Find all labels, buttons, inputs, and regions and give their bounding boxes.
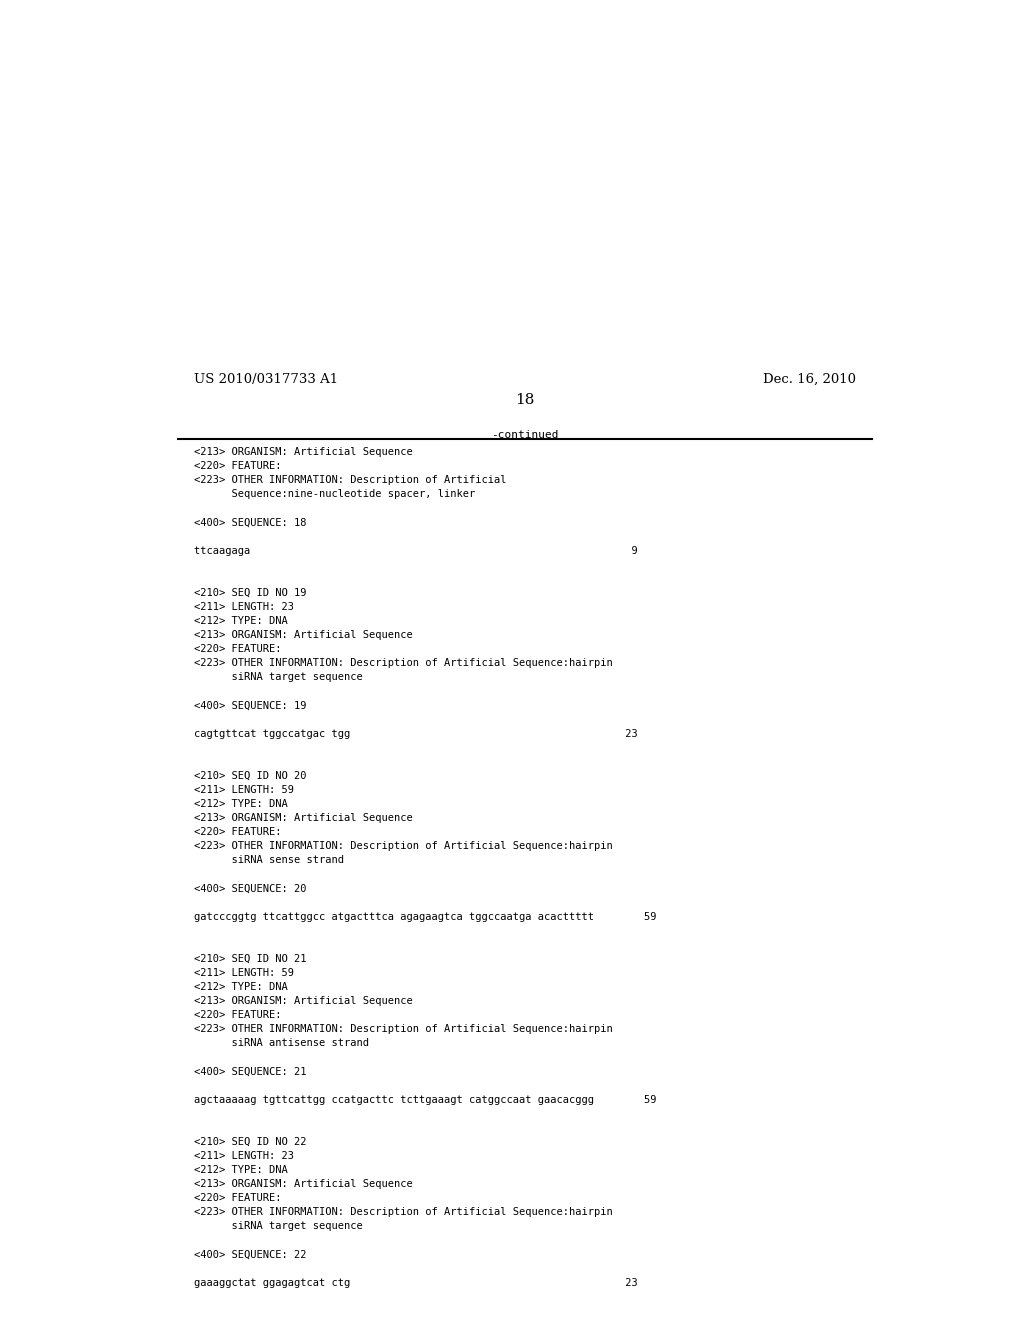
Text: <223> OTHER INFORMATION: Description of Artificial Sequence:hairpin: <223> OTHER INFORMATION: Description of … (194, 841, 612, 851)
Text: gatcccggtg ttcattggcc atgactttca agagaagtca tggccaatga acacttttt        59: gatcccggtg ttcattggcc atgactttca agagaag… (194, 912, 656, 921)
Text: <210> SEQ ID NO 19: <210> SEQ ID NO 19 (194, 587, 306, 598)
Text: <220> FEATURE:: <220> FEATURE: (194, 461, 282, 471)
Text: <223> OTHER INFORMATION: Description of Artificial Sequence:hairpin: <223> OTHER INFORMATION: Description of … (194, 659, 612, 668)
Text: <220> FEATURE:: <220> FEATURE: (194, 1010, 282, 1020)
Text: siRNA target sequence: siRNA target sequence (194, 672, 362, 682)
Text: <400> SEQUENCE: 20: <400> SEQUENCE: 20 (194, 883, 306, 894)
Text: <211> LENGTH: 59: <211> LENGTH: 59 (194, 968, 294, 978)
Text: <210> SEQ ID NO 20: <210> SEQ ID NO 20 (194, 771, 306, 781)
Text: siRNA antisense strand: siRNA antisense strand (194, 1039, 369, 1048)
Text: <212> TYPE: DNA: <212> TYPE: DNA (194, 616, 288, 626)
Text: <213> ORGANISM: Artificial Sequence: <213> ORGANISM: Artificial Sequence (194, 997, 413, 1006)
Text: Sequence:nine-nucleotide spacer, linker: Sequence:nine-nucleotide spacer, linker (194, 490, 475, 499)
Text: <220> FEATURE:: <220> FEATURE: (194, 828, 282, 837)
Text: ttcaagaga                                                             9: ttcaagaga 9 (194, 545, 638, 556)
Text: cagtgttcat tggccatgac tgg                                            23: cagtgttcat tggccatgac tgg 23 (194, 729, 638, 739)
Text: <211> LENGTH: 59: <211> LENGTH: 59 (194, 785, 294, 795)
Text: <400> SEQUENCE: 19: <400> SEQUENCE: 19 (194, 701, 306, 710)
Text: <212> TYPE: DNA: <212> TYPE: DNA (194, 1166, 288, 1175)
Text: 18: 18 (515, 393, 535, 407)
Text: <213> ORGANISM: Artificial Sequence: <213> ORGANISM: Artificial Sequence (194, 1179, 413, 1189)
Text: <212> TYPE: DNA: <212> TYPE: DNA (194, 799, 288, 809)
Text: <400> SEQUENCE: 21: <400> SEQUENCE: 21 (194, 1067, 306, 1076)
Text: gaaaggctat ggagagtcat ctg                                            23: gaaaggctat ggagagtcat ctg 23 (194, 1278, 638, 1287)
Text: <223> OTHER INFORMATION: Description of Artificial: <223> OTHER INFORMATION: Description of … (194, 475, 507, 486)
Text: <213> ORGANISM: Artificial Sequence: <213> ORGANISM: Artificial Sequence (194, 813, 413, 824)
Text: <210> SEQ ID NO 22: <210> SEQ ID NO 22 (194, 1137, 306, 1147)
Text: <213> ORGANISM: Artificial Sequence: <213> ORGANISM: Artificial Sequence (194, 447, 413, 457)
Text: <220> FEATURE:: <220> FEATURE: (194, 1193, 282, 1203)
Text: <223> OTHER INFORMATION: Description of Artificial Sequence:hairpin: <223> OTHER INFORMATION: Description of … (194, 1024, 612, 1035)
Text: <220> FEATURE:: <220> FEATURE: (194, 644, 282, 655)
Text: <211> LENGTH: 23: <211> LENGTH: 23 (194, 602, 294, 612)
Text: <212> TYPE: DNA: <212> TYPE: DNA (194, 982, 288, 993)
Text: US 2010/0317733 A1: US 2010/0317733 A1 (194, 372, 338, 385)
Text: <223> OTHER INFORMATION: Description of Artificial Sequence:hairpin: <223> OTHER INFORMATION: Description of … (194, 1208, 612, 1217)
Text: <210> SEQ ID NO 21: <210> SEQ ID NO 21 (194, 954, 306, 964)
Text: <211> LENGTH: 23: <211> LENGTH: 23 (194, 1151, 294, 1160)
Text: siRNA target sequence: siRNA target sequence (194, 1221, 362, 1232)
Text: <400> SEQUENCE: 22: <400> SEQUENCE: 22 (194, 1250, 306, 1259)
Text: Dec. 16, 2010: Dec. 16, 2010 (763, 372, 856, 385)
Text: agctaaaaag tgttcattgg ccatgacttc tcttgaaagt catggccaat gaacacggg        59: agctaaaaag tgttcattgg ccatgacttc tcttgaa… (194, 1094, 656, 1105)
Text: <213> ORGANISM: Artificial Sequence: <213> ORGANISM: Artificial Sequence (194, 630, 413, 640)
Text: -continued: -continued (492, 430, 558, 440)
Text: siRNA sense strand: siRNA sense strand (194, 855, 344, 866)
Text: <400> SEQUENCE: 18: <400> SEQUENCE: 18 (194, 517, 306, 528)
